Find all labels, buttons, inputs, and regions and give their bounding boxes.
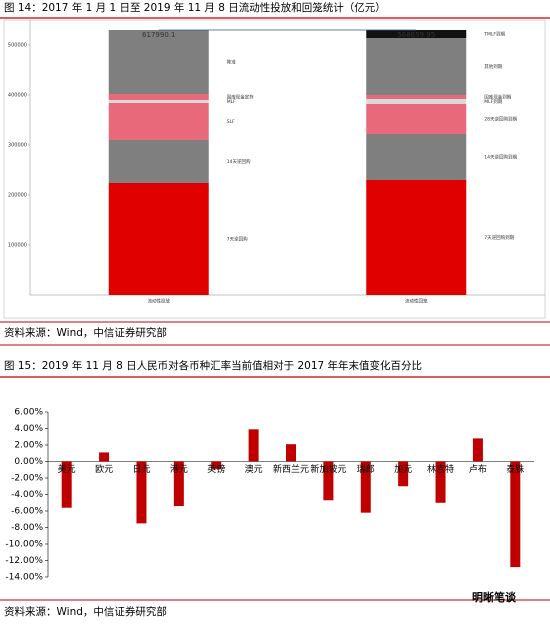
bar-segment (366, 95, 467, 99)
bar (173, 461, 184, 507)
y-tick-label: 6.00% (14, 408, 43, 418)
y-tick-label: 500000 (8, 43, 27, 49)
y-tick-label: -12.00% (5, 556, 43, 566)
bar-segment (108, 94, 209, 100)
bar-segment (366, 30, 467, 38)
bar (398, 461, 409, 487)
y-tick-label: 400000 (8, 93, 27, 99)
x-tick-label: 港元 (170, 463, 188, 475)
bar (323, 461, 334, 501)
bar-segment (108, 183, 209, 295)
segment-label: 7天逆回购到期 (484, 234, 514, 241)
segment-label: TMLF到期 (483, 31, 505, 38)
segment-label: MLF到期 (484, 98, 502, 105)
x-tick-label: 日元 (132, 464, 150, 475)
bar (61, 461, 72, 508)
y-tick-label: -10.00% (5, 540, 43, 550)
bar (136, 461, 147, 524)
x-tick-label: 卢布 (469, 463, 487, 475)
y-tick-label: -6.00% (11, 507, 43, 517)
watermark: 明晰笔谈 (472, 590, 517, 604)
y-tick-label: 2.00% (14, 441, 43, 451)
y-tick-label: 300000 (8, 143, 27, 149)
bar-segment (108, 100, 209, 103)
x-tick-label: 流动性回笼 (405, 298, 428, 305)
total-label: 617990.1 (142, 31, 175, 39)
bar-segment (108, 140, 209, 183)
x-tick-label: 英镑 (207, 463, 225, 475)
x-tick-label: 新加坡元 (310, 463, 346, 475)
bar (510, 461, 521, 568)
bar-segment (366, 180, 467, 295)
bar (472, 438, 483, 462)
x-tick-label: 欧元 (95, 463, 113, 475)
segment-label: 28天逆回购到期 (484, 116, 517, 123)
x-tick-label: 泰铢 (506, 463, 524, 475)
x-tick-label: 澳元 (245, 463, 263, 475)
segment-label: 降准 (227, 59, 236, 66)
bar (211, 461, 222, 469)
x-tick-label: 瑞郎 (357, 463, 375, 475)
bar (435, 461, 446, 503)
y-tick-label: 100000 (8, 243, 27, 249)
y-tick-label: 0.00% (14, 457, 43, 467)
segment-label: SLF (227, 119, 235, 125)
x-tick-label: 流动性投放 (148, 298, 171, 305)
segment-label: 14天逆回购 (227, 158, 251, 165)
bar-segment (108, 103, 209, 140)
y-tick-label: -14.00% (5, 573, 43, 583)
y-tick-label: -8.00% (11, 523, 43, 533)
bar (99, 452, 110, 462)
bar-segment (108, 30, 209, 94)
bar-segment (366, 104, 467, 134)
chart-frame (3, 19, 546, 319)
figure-caption: 图 14：2017 年 1 月 1 日至 2019 年 11 月 8 日流动性投… (4, 1, 386, 14)
segment-label: 其他到期 (484, 63, 502, 70)
y-tick-label: 200000 (8, 193, 27, 199)
y-tick-label: -2.00% (11, 474, 43, 484)
bar (248, 429, 259, 462)
x-tick-label: 加元 (394, 464, 412, 475)
bar-segment (366, 99, 467, 104)
y-tick-label: 4.00% (14, 424, 43, 434)
segment-label: MLF (227, 99, 236, 105)
bar (286, 444, 296, 462)
x-tick-label: 林吉特 (427, 463, 454, 475)
source: 资料来源：Wind，中信证券研究部 (4, 605, 167, 618)
segment-label: 14天逆回购到期 (484, 154, 517, 161)
figure-caption: 图 15：2019 年 11 月 8 日人民币对各币种汇率当前值相对于 2017… (4, 359, 422, 372)
x-tick-label: 新西兰元 (273, 463, 309, 475)
segment-label: 7天逆回购 (227, 236, 248, 243)
bar-segment (366, 134, 467, 180)
bar (360, 461, 371, 513)
bar-segment (366, 38, 467, 95)
total-label: 568659.95 (397, 31, 435, 39)
source: 资料来源：Wind，中信证券研究部 (4, 326, 167, 339)
x-tick-label: 美元 (58, 463, 76, 475)
y-tick-label: -4.00% (11, 490, 43, 500)
segment-label: 国库现金定存 (227, 94, 254, 101)
segment-label: 国库现金到期 (484, 94, 511, 101)
